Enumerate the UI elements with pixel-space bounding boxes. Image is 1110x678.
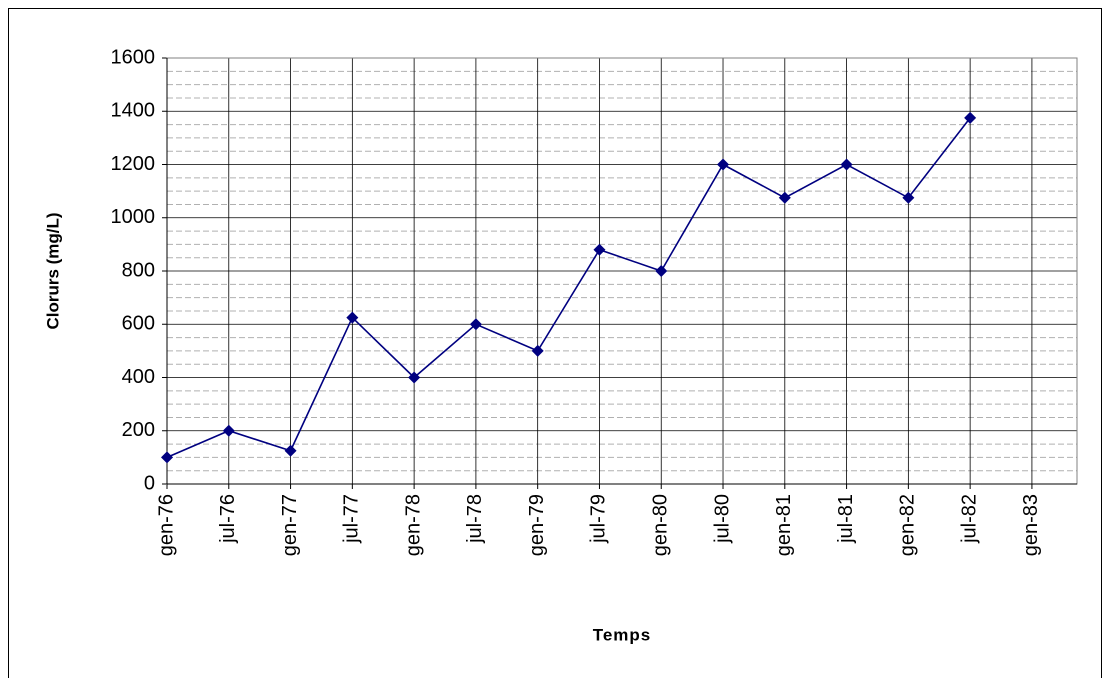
y-tick-label: 1200: [111, 153, 156, 175]
y-tick-label: 400: [122, 366, 155, 388]
marker: [717, 158, 730, 171]
x-tick-label: jul-77: [341, 494, 363, 544]
x-tick-label: gen-77: [279, 494, 301, 556]
y-tick-label: 800: [122, 259, 155, 281]
x-tick-label: jul-78: [464, 494, 486, 544]
x-axis-title: Temps: [593, 625, 652, 644]
marker: [469, 318, 482, 331]
x-tick-label: gen-81: [773, 494, 795, 556]
y-tick-label: 1400: [111, 100, 156, 122]
x-tick-label: gen-82: [897, 494, 919, 556]
line: [166, 117, 971, 459]
x-tick-label: gen-76: [155, 494, 177, 556]
marker: [346, 311, 359, 324]
marker: [655, 265, 668, 277]
x-tick-label: gen-78: [402, 494, 424, 556]
marker: [778, 191, 791, 204]
chart-frame: [8, 8, 1102, 678]
marker: [222, 424, 235, 437]
y-tick-label: 0: [144, 472, 155, 494]
marker: [964, 111, 977, 124]
y-tick-label: 1000: [111, 206, 156, 228]
y-tick-label: 600: [122, 313, 155, 335]
x-tick-label: jul-79: [588, 494, 610, 544]
x-tick-label: gen-80: [650, 494, 672, 556]
marker: [284, 444, 297, 457]
x-tick-label: jul-76: [217, 494, 239, 544]
marker: [161, 451, 173, 464]
marker: [902, 191, 915, 204]
x-tick-label: gen-79: [526, 494, 548, 556]
y-tick-label: 200: [122, 419, 155, 441]
marker: [593, 243, 606, 256]
x-tick-label: jul-81: [835, 494, 857, 544]
x-tick-label: jul-82: [958, 494, 980, 544]
marker: [408, 371, 421, 384]
y-tick-label: 1600: [111, 46, 156, 68]
y-axis-title: Clorurs (mg/L): [43, 212, 62, 329]
x-tick-label: gen-83: [1020, 494, 1042, 556]
x-tick-label: jul-80: [711, 494, 733, 544]
marker: [531, 344, 544, 357]
marker: [840, 158, 853, 171]
